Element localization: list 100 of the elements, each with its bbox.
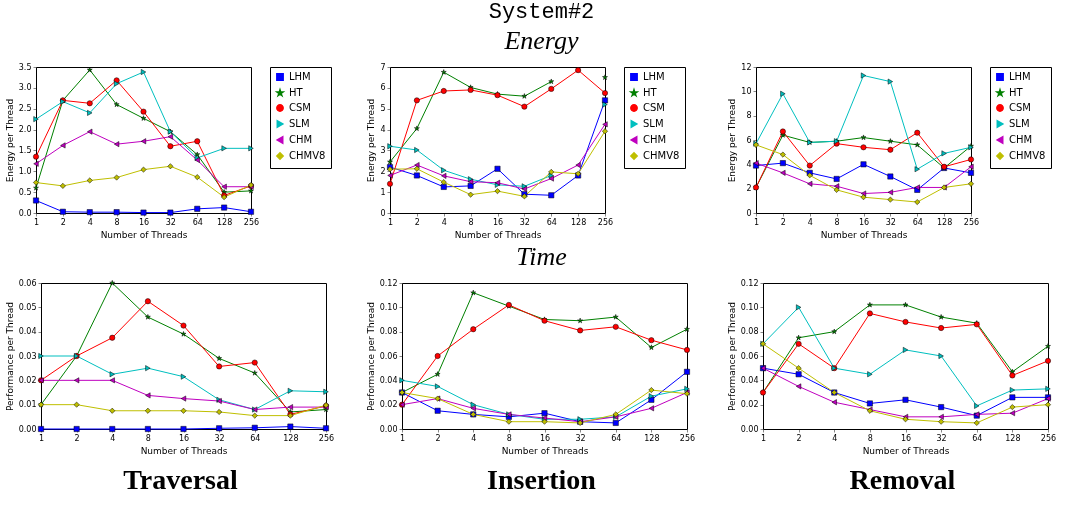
y-tick-label: 3.5 xyxy=(18,62,32,72)
legend-label: SLM xyxy=(289,118,310,129)
y-tick-label: 0.12 xyxy=(740,278,759,288)
x-tick-label: 1 xyxy=(38,433,45,443)
x-tick-label: 16 xyxy=(178,433,190,443)
legend-label: CHM xyxy=(1009,134,1033,145)
legend-label: CHM xyxy=(289,134,313,145)
x-axis-title: Number of Threads xyxy=(820,229,908,240)
legend-label: CHM xyxy=(643,134,667,145)
x-tick-label: 256 xyxy=(1040,433,1057,443)
x-tick-label: 16 xyxy=(858,217,870,227)
x-tick-label: 8 xyxy=(867,433,873,443)
legend-label: CHMV8 xyxy=(289,150,326,161)
y-tick-label: 3 xyxy=(380,145,386,155)
x-tick-label: 8 xyxy=(834,217,840,227)
y-tick-label: 0.08 xyxy=(379,327,398,337)
x-tick-label: 2 xyxy=(414,217,420,227)
y-tick-label: 6 xyxy=(746,135,752,145)
x-tick-label: 128 xyxy=(1005,433,1021,443)
legend-label: LHM xyxy=(289,71,311,82)
y-tick-label: 1 xyxy=(380,187,386,197)
x-tick-label: 1 xyxy=(760,433,767,443)
x-tick-label: 256 xyxy=(679,433,696,443)
x-tick-label: 128 xyxy=(936,217,953,227)
x-tick-label: 256 xyxy=(963,217,980,227)
y-tick-label: 0.04 xyxy=(379,375,398,385)
y-tick-label: 3.0 xyxy=(18,83,32,93)
x-tick-label: 4 xyxy=(110,433,116,443)
legend-label: CSM xyxy=(289,102,311,113)
legend-label: LHM xyxy=(643,71,665,82)
x-tick-label: 64 xyxy=(611,433,622,443)
y-tick-label: 0.06 xyxy=(18,278,37,288)
x-axis-title: Number of Threads xyxy=(100,229,188,240)
y-tick-label: 7 xyxy=(380,62,386,72)
x-tick-label: 16 xyxy=(492,217,504,227)
y-tick-label: 2 xyxy=(380,166,386,176)
x-tick-label: 2 xyxy=(796,433,802,443)
y-tick-label: 0.0 xyxy=(18,208,32,218)
x-tick-label: 256 xyxy=(597,217,614,227)
x-axis-title: Number of Threads xyxy=(140,445,228,456)
legend-label: SLM xyxy=(1009,118,1030,129)
x-tick-label: 16 xyxy=(539,433,551,443)
x-tick-label: 32 xyxy=(885,217,896,227)
legend-label: CHMV8 xyxy=(643,150,680,161)
x-tick-label: 32 xyxy=(214,433,225,443)
text: Time xyxy=(515,242,568,273)
legend-label: HT xyxy=(643,87,658,98)
x-tick-label: 32 xyxy=(519,217,530,227)
y-tick-label: 8 xyxy=(746,111,752,121)
y-tick-label: 0.02 xyxy=(18,375,37,385)
y-tick-label: 4 xyxy=(746,159,752,169)
x-tick-label: 2 xyxy=(435,433,441,443)
x-axis-title: Number of Threads xyxy=(501,445,589,456)
y-axis-title: Energy per Thread xyxy=(366,98,377,183)
text: Insertion xyxy=(486,463,597,496)
y-tick-label: 2.5 xyxy=(18,104,32,114)
y-tick-label: 2.0 xyxy=(18,125,32,135)
x-tick-label: 64 xyxy=(192,217,203,227)
y-tick-label: 0.10 xyxy=(740,302,759,312)
x-tick-label: 4 xyxy=(832,433,838,443)
text: Traversal xyxy=(122,463,239,496)
y-tick-label: 0.04 xyxy=(740,375,759,385)
x-tick-label: 2 xyxy=(60,217,66,227)
legend-label: HT xyxy=(1009,87,1024,98)
x-tick-label: 64 xyxy=(546,217,557,227)
x-tick-label: 256 xyxy=(243,217,260,227)
x-tick-label: 8 xyxy=(114,217,120,227)
y-axis-title: Performance per Thread xyxy=(365,301,376,412)
y-tick-label: 0 xyxy=(380,208,386,218)
y-tick-label: 0.01 xyxy=(18,400,37,410)
text: System#2 xyxy=(488,0,595,25)
x-tick-label: 64 xyxy=(912,217,923,227)
x-tick-label: 4 xyxy=(471,433,477,443)
x-tick-label: 32 xyxy=(936,433,947,443)
y-tick-label: 0.06 xyxy=(740,351,759,361)
x-tick-label: 2 xyxy=(74,433,80,443)
y-tick-label: 0.00 xyxy=(18,424,37,434)
y-tick-label: 10 xyxy=(741,86,752,96)
x-tick-label: 2 xyxy=(780,217,786,227)
x-tick-label: 128 xyxy=(644,433,660,443)
y-axis-title: Energy per Thread xyxy=(4,98,15,183)
y-tick-label: 1.0 xyxy=(18,166,32,176)
x-tick-label: 4 xyxy=(87,217,93,227)
y-tick-label: 0.05 xyxy=(18,302,37,312)
y-tick-label: 0.5 xyxy=(18,187,32,197)
x-axis-title: Number of Threads xyxy=(862,445,950,456)
x-tick-label: 8 xyxy=(145,433,151,443)
x-tick-label: 32 xyxy=(165,217,176,227)
legend-label: CHMV8 xyxy=(1009,150,1046,161)
y-tick-label: 0.02 xyxy=(740,400,759,410)
x-tick-label: 128 xyxy=(570,217,587,227)
y-tick-label: 2 xyxy=(746,184,752,194)
y-tick-label: 0.12 xyxy=(379,278,398,288)
y-tick-label: 0.04 xyxy=(18,327,37,337)
y-tick-label: 6 xyxy=(380,83,386,93)
x-tick-label: 128 xyxy=(216,217,233,227)
x-axis-title: Number of Threads xyxy=(454,229,542,240)
y-tick-label: 0.02 xyxy=(379,400,398,410)
y-axis-title: Performance per Thread xyxy=(726,301,737,412)
y-tick-label: 1.5 xyxy=(18,145,32,155)
